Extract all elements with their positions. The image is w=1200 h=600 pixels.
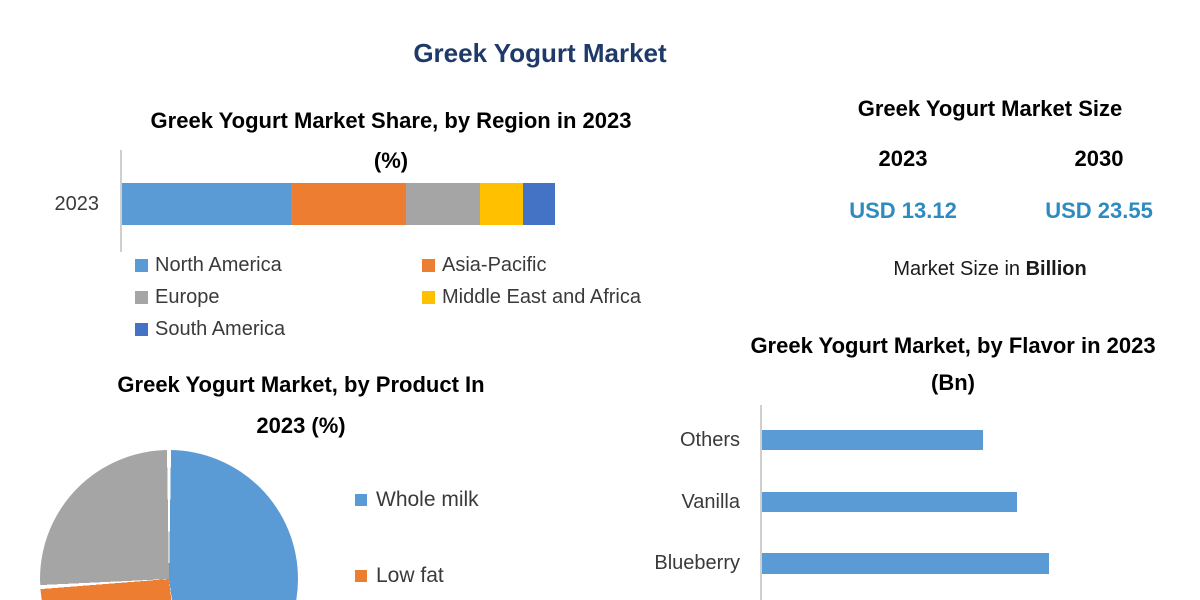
region-stacked-bar xyxy=(122,183,555,225)
market-size-caption-prefix: Market Size in xyxy=(893,258,1026,280)
legend-swatch-low-fat xyxy=(355,570,367,582)
region-legend-item-europe: Europe xyxy=(135,286,220,309)
market-size-caption: Market Size in Billion xyxy=(780,258,1200,281)
product-share-chart: Greek Yogurt Market, by Product In 2023 … xyxy=(0,360,620,600)
market-size-value-2030: USD 23.55 xyxy=(1045,198,1153,223)
market-size-caption-unit: Billion xyxy=(1025,258,1087,280)
flavor-bar-others xyxy=(762,430,983,450)
legend-swatch-middle-east-and-africa xyxy=(422,291,435,304)
product-legend-item-low-fat: Low fat xyxy=(355,564,444,588)
region-bar-segment-middle-east-and-africa xyxy=(480,183,524,225)
region-chart-category-label: 2023 xyxy=(54,193,100,215)
product-chart-title-year: 2023 (%) xyxy=(256,413,346,438)
flavor-category-label-vanilla: Vanilla xyxy=(681,491,740,513)
flavor-chart-title-unit: (Bn) xyxy=(931,370,975,395)
page-title: Greek Yogurt Market xyxy=(413,38,667,68)
region-legend-item-middle-east-and-africa: Middle East and Africa xyxy=(422,286,641,309)
legend-label: North America xyxy=(155,254,282,276)
legend-label: Asia-Pacific xyxy=(442,254,547,276)
region-legend-item-north-america: North America xyxy=(135,254,282,277)
legend-swatch-asia-pacific xyxy=(422,259,435,272)
product-pie xyxy=(40,450,298,600)
market-size-title: Greek Yogurt Market Size xyxy=(857,96,1123,121)
legend-label: Europe xyxy=(155,286,220,308)
product-legend-item-whole-milk: Whole milk xyxy=(355,488,479,512)
region-bar-segment-north-america xyxy=(122,183,292,225)
region-chart-y-axis xyxy=(120,150,122,252)
region-share-chart: Greek Yogurt Market Share, by Region in … xyxy=(40,100,700,355)
region-bar-segment-europe xyxy=(406,183,481,225)
legend-label: South America xyxy=(155,318,286,340)
flavor-bar-blueberry xyxy=(762,553,1049,574)
legend-swatch-north-america xyxy=(135,259,148,272)
legend-swatch-europe xyxy=(135,291,148,304)
legend-label: Whole milk xyxy=(376,488,479,511)
region-bar-segment-south-america xyxy=(523,183,555,225)
region-chart-title: Greek Yogurt Market Share, by Region in … xyxy=(150,108,632,133)
legend-swatch-south-america xyxy=(135,323,148,336)
market-size-value-2023: USD 13.12 xyxy=(849,198,957,223)
legend-swatch-whole-milk xyxy=(355,494,367,506)
flavor-bar-vanilla xyxy=(762,492,1017,512)
product-chart-title: Greek Yogurt Market, by Product In xyxy=(117,372,485,397)
legend-label: Low fat xyxy=(376,564,444,587)
region-legend-item-asia-pacific: Asia-Pacific xyxy=(422,254,546,277)
legend-label: Middle East and Africa xyxy=(442,286,641,308)
flavor-chart-y-axis xyxy=(760,405,762,600)
flavor-category-label-others: Others xyxy=(679,429,740,451)
region-chart-title-unit: (%) xyxy=(373,148,409,173)
market-size-year-2023: 2023 xyxy=(878,146,928,171)
market-size-panel: Greek Yogurt Market Size 2023 2030 USD 1… xyxy=(780,90,1200,300)
market-size-year-2030: 2030 xyxy=(1074,146,1124,171)
flavor-category-label-blueberry: Blueberry xyxy=(654,552,740,574)
region-bar-segment-asia-pacific xyxy=(291,183,407,225)
flavor-size-chart: Greek Yogurt Market, by Flavor in 2023 (… xyxy=(620,325,1200,600)
region-legend-item-south-america: South America xyxy=(135,318,285,341)
flavor-chart-title: Greek Yogurt Market, by Flavor in 2023 xyxy=(750,333,1156,358)
